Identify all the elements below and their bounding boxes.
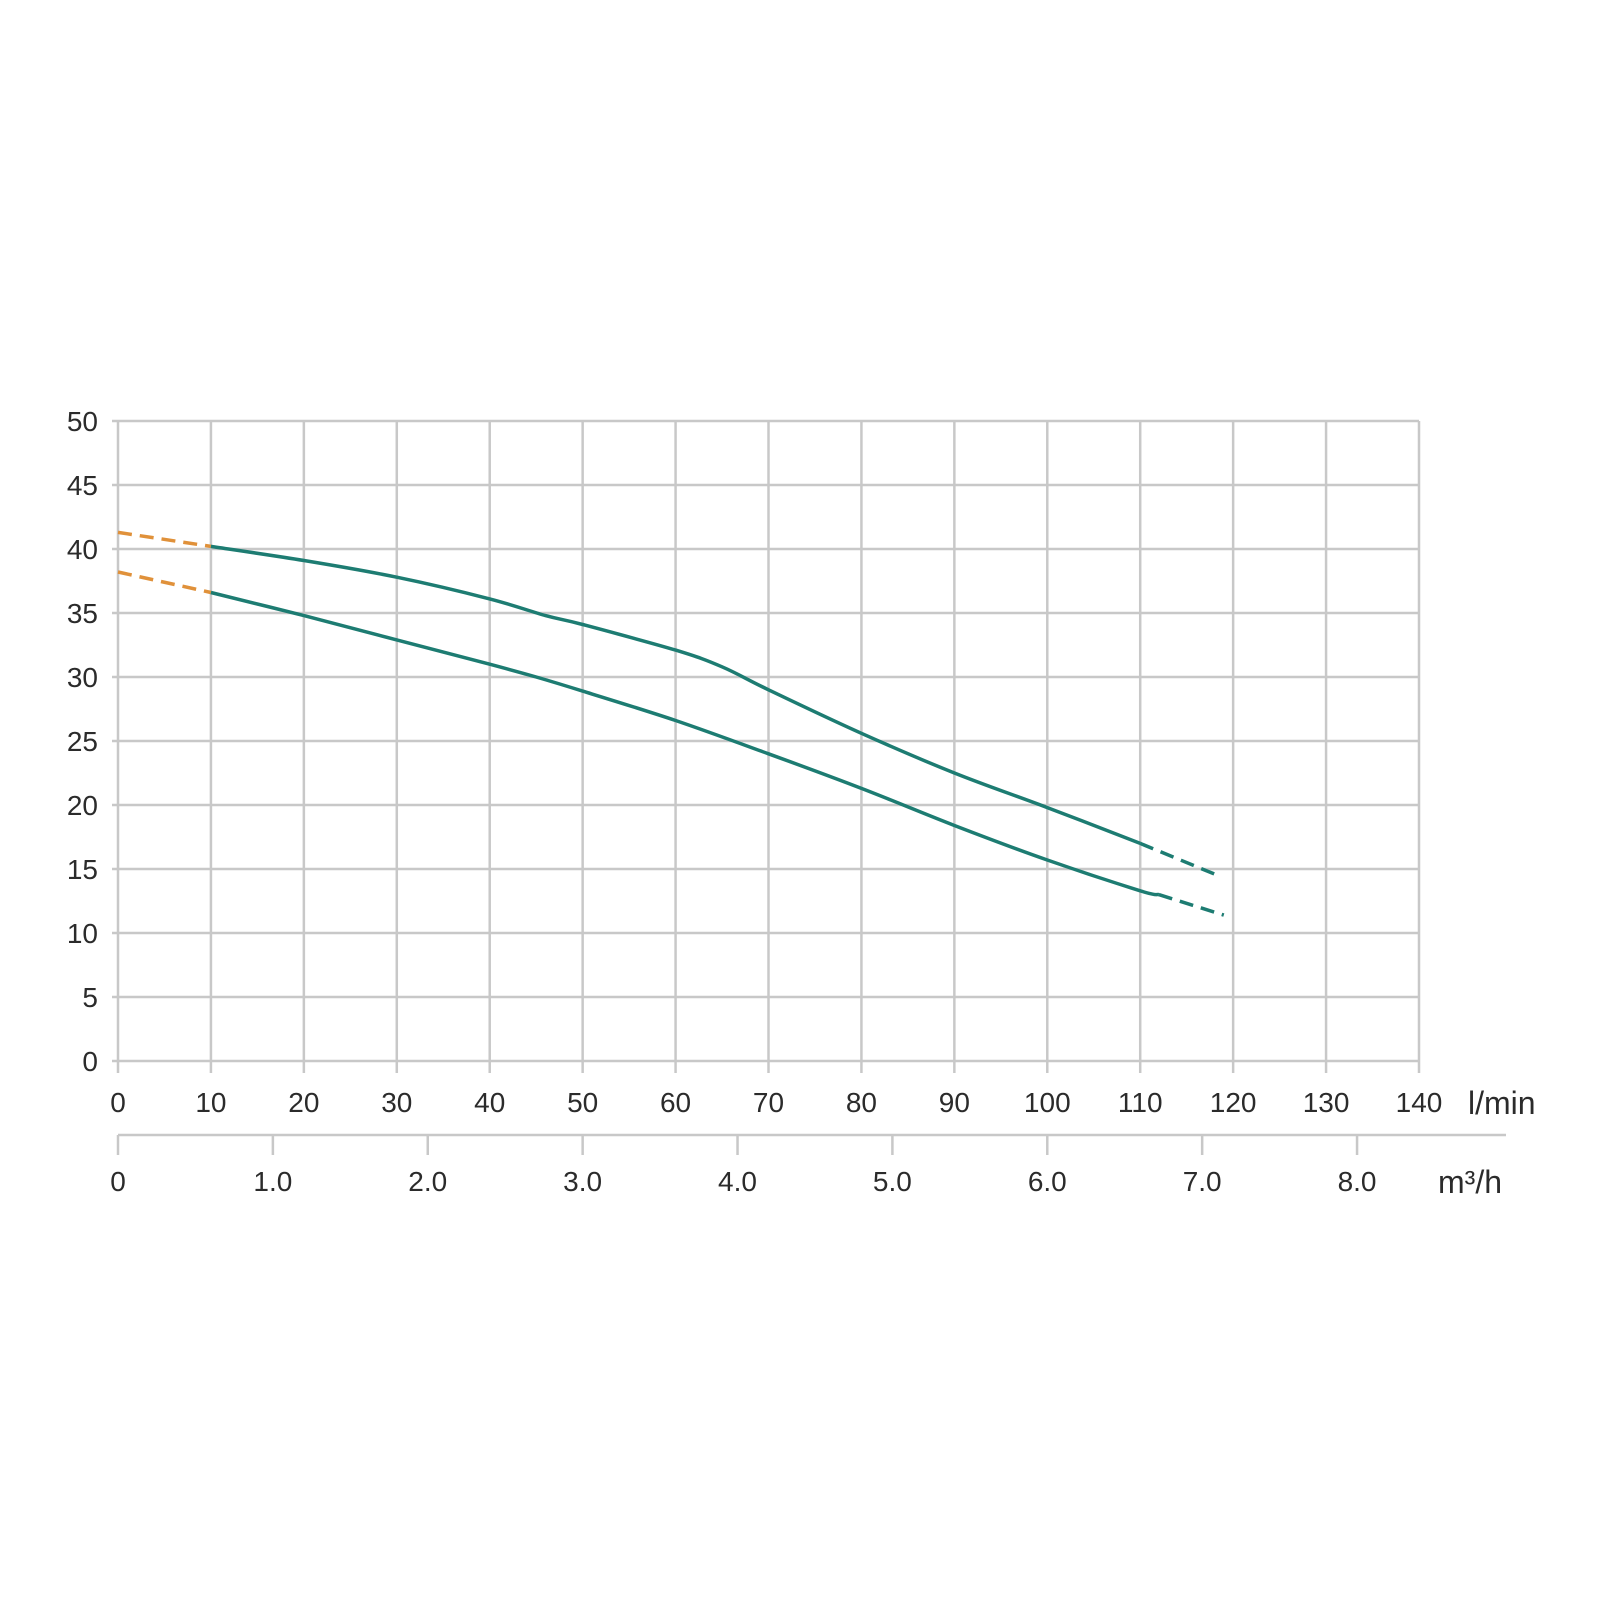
x-tick-label: 130 bbox=[1303, 1087, 1350, 1118]
curve-2-end-extrapolation bbox=[1158, 892, 1225, 917]
x-tick-label: 10 bbox=[195, 1087, 226, 1118]
secondary-tick-label: 4.0 bbox=[718, 1166, 757, 1197]
x-tick-label: 30 bbox=[381, 1087, 412, 1118]
secondary-x-axis-unit: m³/h bbox=[1438, 1164, 1502, 1200]
y-tick-label: 10 bbox=[67, 918, 98, 949]
secondary-tick-label: 3.0 bbox=[563, 1166, 602, 1197]
y-tick-label: 50 bbox=[67, 406, 98, 437]
secondary-tick-label: 5.0 bbox=[873, 1166, 912, 1197]
x-tick-label: 20 bbox=[288, 1087, 319, 1118]
x-tick-label: 100 bbox=[1024, 1087, 1071, 1118]
secondary-tick-label: 7.0 bbox=[1183, 1166, 1222, 1197]
x-tick-label: 40 bbox=[474, 1087, 505, 1118]
y-tick-label: 40 bbox=[67, 534, 98, 565]
y-tick-label: 20 bbox=[67, 790, 98, 821]
x-tick-label: 60 bbox=[660, 1087, 691, 1118]
y-tick-label: 45 bbox=[67, 470, 98, 501]
y-tick-label: 15 bbox=[67, 854, 98, 885]
secondary-tick-label: 2.0 bbox=[408, 1166, 447, 1197]
curve-2-start-extrapolation bbox=[117, 570, 212, 595]
y-axis-ticks: 0 5 10 15 20 25 30 35 40 45 50 bbox=[67, 406, 98, 1077]
y-tick-label: 5 bbox=[82, 982, 98, 1013]
x-tick-label: 140 bbox=[1396, 1087, 1443, 1118]
curves bbox=[117, 530, 1225, 917]
x-tick-label: 80 bbox=[846, 1087, 877, 1118]
y-tick-label: 0 bbox=[82, 1046, 98, 1077]
y-tick-label: 30 bbox=[67, 662, 98, 693]
curve-1-end-extrapolation bbox=[1139, 841, 1216, 876]
x-tick-label: 70 bbox=[753, 1087, 784, 1118]
x-tick-label: 110 bbox=[1118, 1087, 1163, 1118]
curve-2 bbox=[210, 590, 1160, 897]
y-tick-label: 25 bbox=[67, 726, 98, 757]
x-axis-ticks: 0 10 20 30 40 50 60 70 80 90 100 110 120 130 140 bbox=[110, 1087, 1442, 1118]
secondary-tick-label: 1.0 bbox=[253, 1166, 292, 1197]
curve-1 bbox=[210, 544, 1141, 846]
secondary-tick-label: 6.0 bbox=[1028, 1166, 1067, 1197]
x-tick-label: 120 bbox=[1210, 1087, 1257, 1118]
secondary-tick-label: 8.0 bbox=[1338, 1166, 1377, 1197]
x-axis-unit: l/min bbox=[1468, 1085, 1536, 1121]
x-tick-label: 90 bbox=[939, 1087, 970, 1118]
y-tick-label: 35 bbox=[67, 598, 98, 629]
curve-1-start-extrapolation bbox=[117, 530, 212, 549]
grid bbox=[112, 419, 1421, 1073]
secondary-x-axis: 0 1.0 2.0 3.0 4.0 5.0 6.0 7.0 8.0 bbox=[110, 1133, 1506, 1197]
x-tick-label: 0 bbox=[110, 1087, 126, 1118]
x-tick-label: 50 bbox=[567, 1087, 598, 1118]
secondary-tick-label: 0 bbox=[110, 1166, 126, 1197]
